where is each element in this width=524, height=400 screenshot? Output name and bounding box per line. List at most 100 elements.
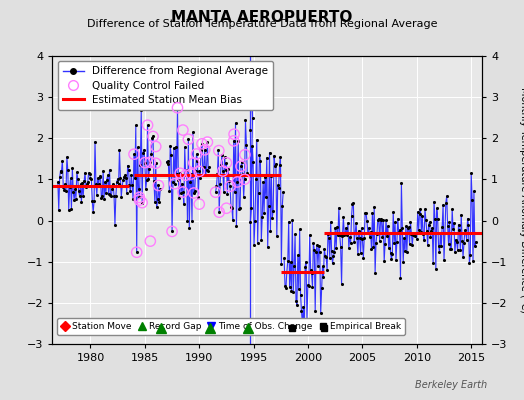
Point (220, 188, 228, 195)
Point (58, 158, 67, 164)
Point (144, 122, 152, 128)
Point (152, 204, 161, 210)
Point (271, 163, 279, 170)
Point (200, 164, 208, 170)
Point (235, 206, 243, 213)
Point (469, 258, 477, 265)
Point (133, 249, 141, 256)
Point (252, 176, 260, 182)
Text: Berkeley Earth: Berkeley Earth (415, 380, 487, 390)
Point (221, 154, 229, 160)
Text: Difference of Station Temperature Data from Regional Average: Difference of Station Temperature Data f… (87, 19, 437, 29)
Point (226, 183, 234, 190)
Point (369, 244, 377, 250)
Point (242, 142, 250, 148)
Point (433, 215, 442, 222)
Point (315, 249, 324, 256)
Point (223, 191, 232, 198)
Point (146, 159, 155, 166)
Point (145, 166, 154, 172)
Point (276, 154, 285, 160)
Point (71, 186, 79, 192)
Point (297, 308, 305, 314)
Legend: Difference from Regional Average, Quality Control Failed, Estimated Station Mean: Difference from Regional Average, Qualit… (58, 61, 273, 110)
Point (172, 171, 181, 178)
Point (247, 205, 256, 211)
Point (330, 249, 339, 256)
Point (402, 223, 410, 230)
Point (319, 274, 328, 280)
Point (138, 200, 146, 206)
Point (203, 139, 212, 145)
Point (328, 248, 336, 254)
Point (143, 177, 151, 184)
Point (117, 194, 125, 200)
Point (214, 147, 223, 154)
Point (416, 206, 424, 212)
Point (94, 181, 103, 188)
Point (136, 162, 145, 168)
Point (175, 195, 183, 201)
Point (148, 134, 156, 141)
Point (137, 107, 146, 114)
Point (301, 263, 309, 270)
Point (100, 195, 108, 202)
Point (335, 204, 343, 211)
Point (259, 178, 267, 185)
Point (320, 246, 329, 252)
Point (155, 198, 163, 205)
Point (302, 258, 310, 265)
Point (452, 236, 460, 243)
Point (60, 187, 68, 194)
Point (241, 176, 249, 182)
Point (352, 220, 361, 226)
Point (403, 224, 412, 231)
Point (400, 235, 408, 241)
Point (215, 209, 223, 215)
Point (353, 235, 361, 241)
Point (282, 285, 290, 291)
Point (179, 189, 187, 195)
Point (118, 182, 126, 189)
Point (313, 242, 321, 248)
Point (219, 168, 227, 174)
Point (307, 267, 315, 274)
Point (92, 181, 100, 187)
Point (378, 234, 387, 240)
Point (318, 263, 326, 270)
Point (263, 154, 271, 161)
Point (246, 127, 255, 133)
Point (407, 230, 416, 237)
Point (398, 224, 407, 231)
Point (93, 175, 102, 182)
Point (141, 186, 150, 192)
Point (216, 181, 224, 187)
Point (134, 144, 142, 151)
Point (265, 149, 274, 156)
Point (185, 225, 193, 231)
Point (88, 198, 96, 204)
Point (363, 218, 371, 224)
Point (441, 230, 449, 237)
Point (333, 224, 341, 230)
Point (57, 167, 65, 174)
Point (269, 208, 277, 214)
Point (124, 166, 133, 173)
Point (304, 282, 312, 288)
Point (350, 238, 358, 245)
Point (425, 219, 434, 225)
Point (303, 316, 311, 322)
Point (219, 168, 227, 174)
Point (212, 183, 221, 190)
Point (140, 146, 148, 153)
Point (66, 184, 74, 191)
Point (345, 245, 353, 252)
Point (199, 172, 207, 178)
Point (294, 286, 303, 292)
Point (460, 240, 468, 246)
Point (272, 161, 280, 168)
Point (463, 236, 471, 243)
Point (168, 228, 176, 235)
Point (380, 258, 388, 264)
Point (138, 200, 146, 206)
